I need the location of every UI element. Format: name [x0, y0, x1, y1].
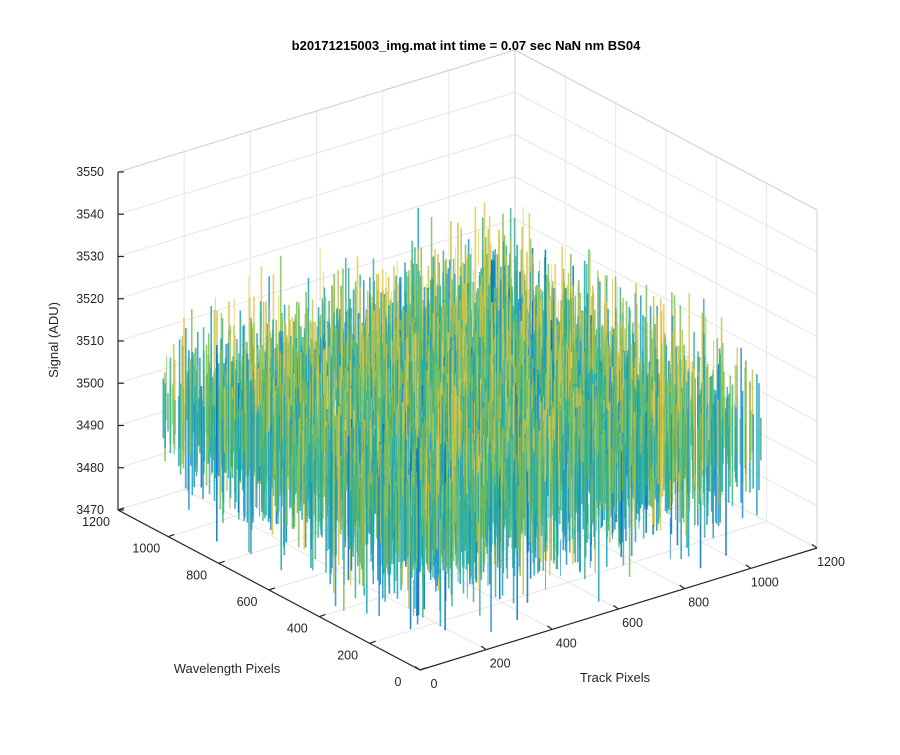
x-tick [480, 645, 487, 651]
y-tick [268, 587, 276, 591]
box-edge [514, 49, 818, 211]
z-tick-label: 3490 [76, 419, 104, 433]
y-tick [419, 667, 427, 671]
grid-line-side-z [514, 134, 818, 295]
z-tick-label: 3530 [76, 250, 104, 264]
grid-line-back-z [117, 91, 516, 215]
x-tick-label: 1200 [817, 555, 845, 569]
y-tick-label: 800 [186, 568, 207, 582]
grid-line-back-z [117, 134, 516, 257]
y-tick-label: 200 [337, 648, 358, 662]
x-tick-label: 400 [556, 636, 577, 650]
z-tick-label: 3550 [76, 165, 104, 179]
grid-line-side-z [514, 91, 818, 253]
chart-title: b20171215003_img.mat int time = 0.07 sec… [292, 38, 641, 53]
y-tick-label: 600 [237, 595, 258, 609]
z-tick-label: 3470 [76, 503, 104, 517]
x-tick-label: 0 [431, 677, 438, 691]
x-tick [811, 544, 818, 549]
x-tick-label: 200 [490, 657, 511, 671]
y-axis-label: Wavelength Pixels [174, 661, 281, 676]
y-tick [369, 640, 376, 644]
x-tick-label: 600 [622, 616, 643, 630]
x-tick [745, 564, 752, 569]
x-tick [414, 666, 421, 671]
x-tick [546, 625, 553, 630]
y-tick-label: 0 [395, 675, 402, 689]
grid-line-side-z [514, 176, 818, 338]
box-edge [117, 49, 516, 173]
x-tick [613, 605, 619, 610]
x-tick-label: 1000 [751, 575, 779, 589]
z-tick-label: 3520 [76, 292, 104, 306]
y-tick-label: 1000 [132, 542, 160, 556]
x-tick [679, 584, 686, 590]
x-tick-label: 800 [688, 596, 709, 610]
tick-labels: 0 200 400 600 800 1000 1200 0 200 400 600 800 1000 12… [76, 165, 845, 691]
axes [117, 171, 818, 671]
z-tick-label: 3510 [76, 334, 104, 348]
grid-line-back-z [117, 176, 516, 300]
z-axis-label: Signal (ADU) [46, 302, 61, 378]
data-surface [162, 202, 762, 633]
y-tick-label: 400 [287, 622, 308, 636]
z-tick-label: 3540 [76, 207, 104, 221]
y-tick [168, 533, 175, 538]
z-tick-label: 3480 [76, 461, 104, 475]
y-tick [319, 613, 326, 618]
x-axis-label: Track Pixels [580, 670, 651, 685]
y-tick-label: 1200 [82, 515, 110, 529]
grid-line-side-z [514, 218, 818, 380]
y-tick [218, 560, 225, 564]
z-tick-label: 3500 [76, 376, 104, 390]
